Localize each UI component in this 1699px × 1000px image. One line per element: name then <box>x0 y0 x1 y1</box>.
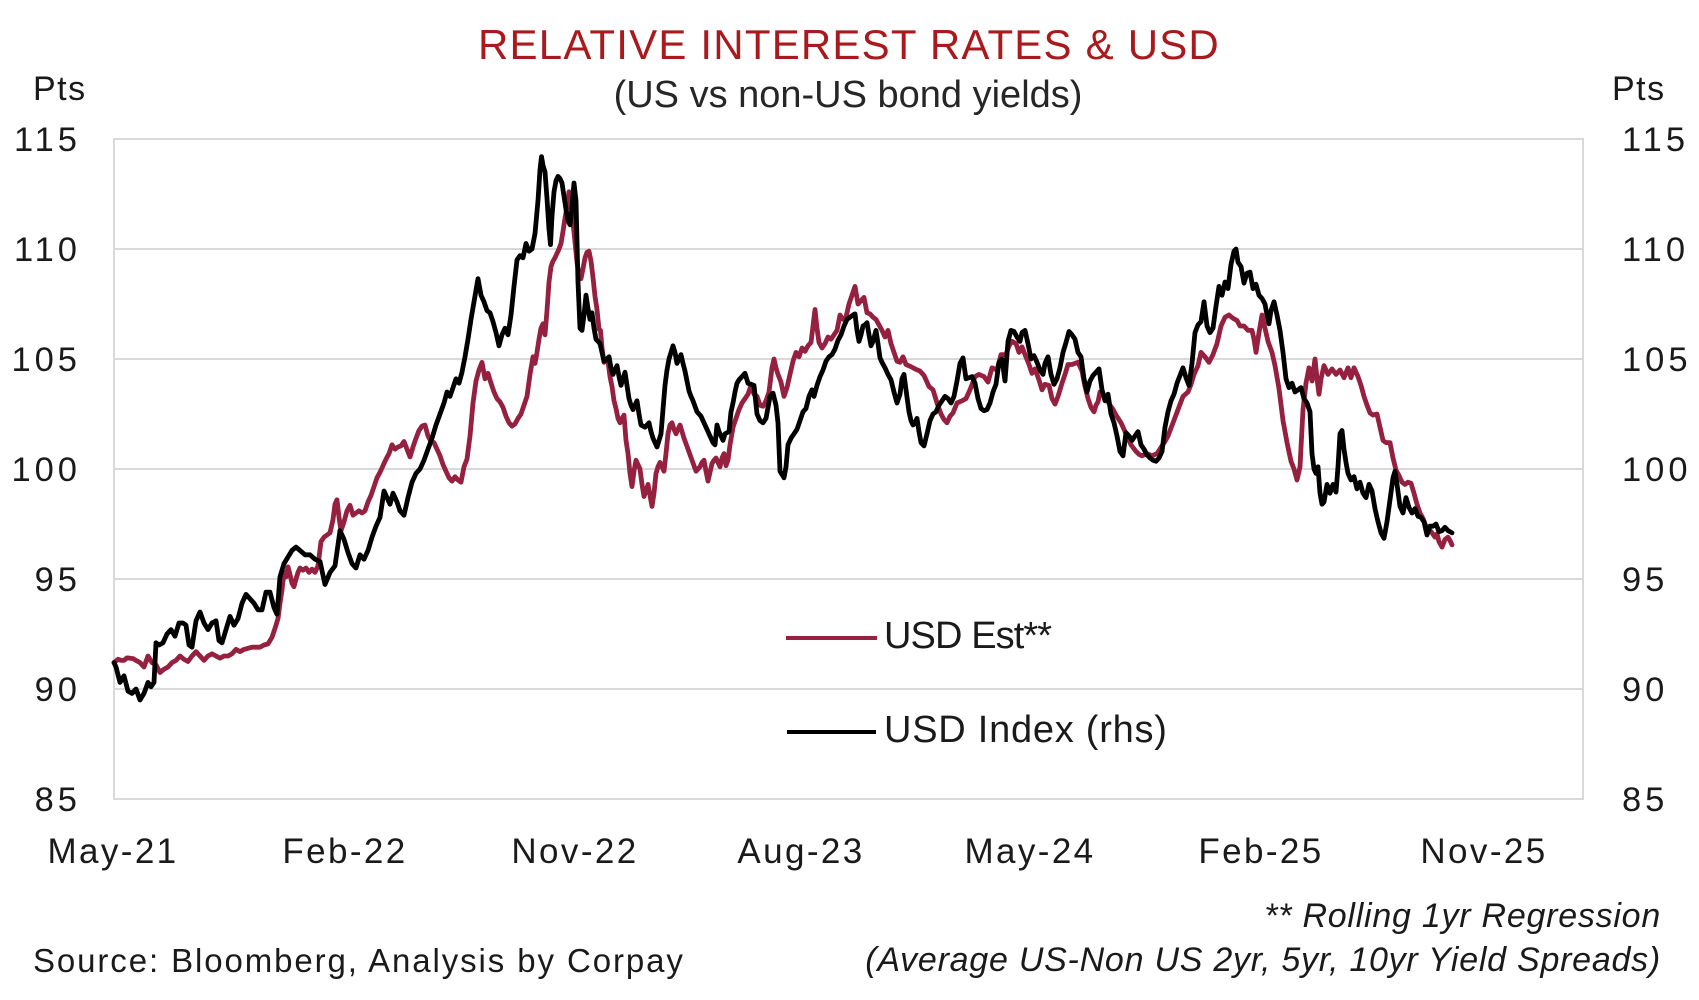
svg-text:USD Est**: USD Est** <box>884 615 1052 657</box>
svg-text:Nov-25: Nov-25 <box>1420 832 1547 871</box>
svg-text:May-24: May-24 <box>964 832 1095 871</box>
svg-text:100: 100 <box>11 451 81 489</box>
svg-text:105: 105 <box>1622 341 1692 379</box>
svg-text:100: 100 <box>1622 451 1692 489</box>
svg-text:105: 105 <box>11 341 81 379</box>
svg-text:Source: Bloomberg, Analysis by: Source: Bloomberg, Analysis by Corpay <box>33 942 685 979</box>
svg-text:110: 110 <box>14 231 81 269</box>
svg-text:85: 85 <box>1622 781 1668 819</box>
svg-text:Pts: Pts <box>33 70 87 108</box>
svg-text:Pts: Pts <box>1612 70 1666 108</box>
svg-text:95: 95 <box>1622 561 1668 599</box>
svg-text:Feb-22: Feb-22 <box>282 832 407 871</box>
svg-text:95: 95 <box>35 561 81 599</box>
svg-text:115: 115 <box>1622 121 1689 159</box>
svg-text:(Average US-Non US 2yr, 5yr, 1: (Average US-Non US 2yr, 5yr, 10yr Yield … <box>865 941 1661 979</box>
svg-text:Aug-23: Aug-23 <box>737 832 864 871</box>
svg-text:USD Index (rhs): USD Index (rhs) <box>884 709 1168 751</box>
svg-text:90: 90 <box>35 671 81 709</box>
svg-text:RELATIVE INTEREST RATES & USD: RELATIVE INTEREST RATES & USD <box>478 21 1220 68</box>
svg-text:85: 85 <box>35 781 81 819</box>
svg-text:(US vs non-US bond yields): (US vs non-US bond yields) <box>614 74 1083 116</box>
svg-text:110: 110 <box>1622 231 1689 269</box>
svg-text:Nov-22: Nov-22 <box>511 832 638 871</box>
svg-text:115: 115 <box>14 121 81 159</box>
svg-text:May-21: May-21 <box>47 832 178 871</box>
svg-text:** Rolling 1yr Regression: ** Rolling 1yr Regression <box>1264 897 1661 935</box>
svg-text:90: 90 <box>1622 671 1668 709</box>
svg-text:Feb-25: Feb-25 <box>1198 832 1323 871</box>
